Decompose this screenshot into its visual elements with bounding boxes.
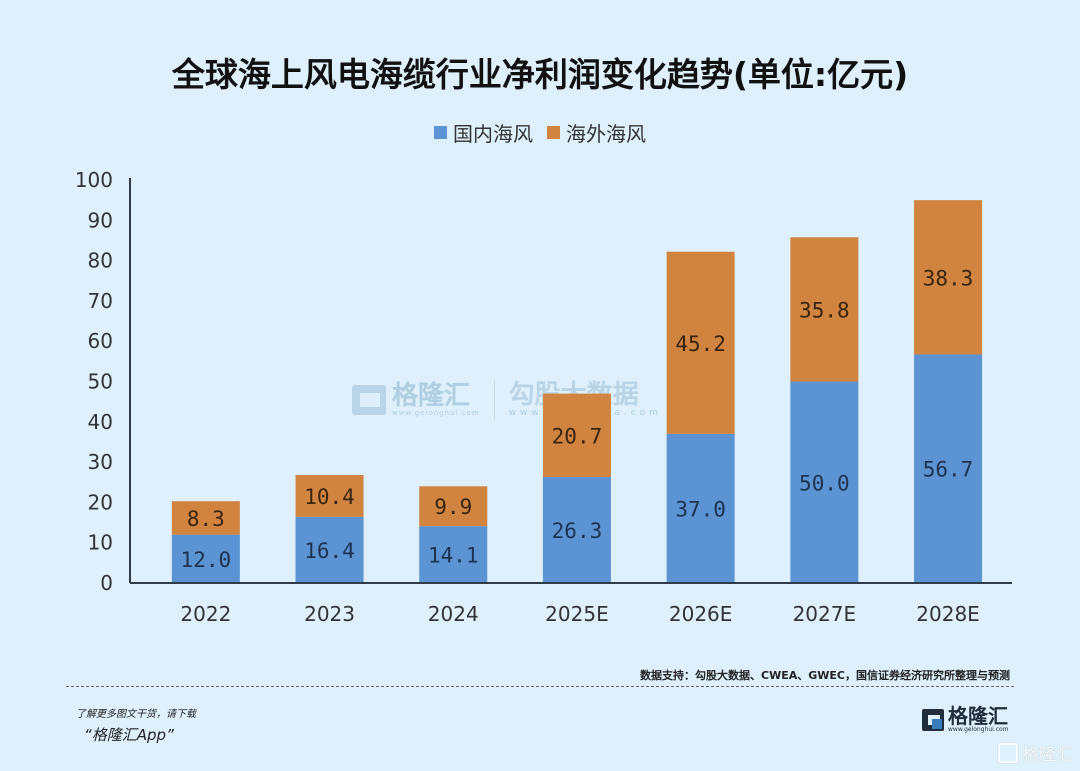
data-label-domestic: 37.0 <box>675 497 726 521</box>
y-tick-label: 10 <box>88 531 113 555</box>
bar-domestic <box>419 526 488 583</box>
bar-overseas <box>419 486 488 527</box>
y-tick-label: 60 <box>88 329 113 353</box>
bar-domestic <box>295 516 364 583</box>
brand-url: www.gelonghui.com <box>948 726 1009 733</box>
watermark-brand-url: www.gelonghui.com <box>392 409 480 417</box>
divider-line <box>66 686 1014 687</box>
legend-item-domestic: 国内海风 <box>434 118 533 147</box>
x-tick-label: 2023 <box>304 602 355 626</box>
legend-label-overseas: 海外海风 <box>566 122 646 146</box>
bar-overseas <box>171 501 240 535</box>
data-label-overseas: 8.3 <box>187 507 225 531</box>
promo-app-name: “格隆汇App” <box>84 726 174 744</box>
y-tick-label: 40 <box>88 410 113 434</box>
source-note: 数据支持：勾股大数据、CWEA、GWEC，国信证券经济研究所整理与预测 <box>640 669 1010 682</box>
data-label-overseas: 10.4 <box>304 485 355 509</box>
bar-overseas <box>542 393 611 478</box>
data-label-overseas: 38.3 <box>923 266 974 290</box>
y-tick-label: 50 <box>88 370 113 394</box>
bar-domestic <box>171 534 240 583</box>
bar-domestic <box>666 433 735 583</box>
promo-text: 了解更多图文干货，请下载 <box>76 709 196 720</box>
bar-domestic <box>542 477 611 583</box>
brand-logo: 格隆汇 www.gelonghui.com <box>922 706 1009 733</box>
data-label-overseas: 45.2 <box>675 332 726 356</box>
watermark-divider <box>493 380 495 420</box>
bar-domestic <box>914 354 983 583</box>
legend: 国内海风 海外海风 <box>0 118 1080 147</box>
legend-swatch-domestic <box>434 126 447 139</box>
corner-watermark: 格隆汇 <box>998 740 1073 765</box>
data-label-domestic: 16.4 <box>304 539 355 563</box>
data-label-domestic: 26.3 <box>552 519 603 543</box>
y-tick-label: 80 <box>88 249 113 273</box>
y-tick-label: 20 <box>88 490 113 514</box>
y-tick-label: 70 <box>88 289 113 313</box>
y-tick-label: 0 <box>100 571 113 595</box>
data-label-domestic: 12.0 <box>181 548 232 572</box>
x-tick-label: 2028E <box>916 602 980 626</box>
bar-overseas <box>295 474 364 517</box>
bar-domestic <box>790 381 859 583</box>
data-label-overseas: 9.9 <box>434 495 472 519</box>
y-tick-label: 30 <box>88 450 113 474</box>
data-label-overseas: 20.7 <box>552 424 603 448</box>
data-label-domestic: 50.0 <box>799 471 850 495</box>
y-tick-label: 90 <box>88 208 113 232</box>
x-tick-label: 2025E <box>545 602 609 626</box>
bar-overseas <box>666 251 735 434</box>
bar-overseas <box>914 200 983 355</box>
bar-overseas <box>790 237 859 382</box>
corner-brand: 格隆汇 <box>1022 745 1073 765</box>
y-tick-label: 100 <box>75 168 113 192</box>
legend-label-domestic: 国内海风 <box>453 122 533 146</box>
data-label-domestic: 14.1 <box>428 544 479 568</box>
watermark-brand: 格隆汇 <box>392 381 471 411</box>
x-tick-label: 2027E <box>793 602 857 626</box>
watermark: 格隆汇 www.gelonghui.com 勾股大数据 www.gugudata… <box>352 380 662 420</box>
x-tick-label: 2022 <box>180 602 231 626</box>
watermark-logo-icon <box>352 385 386 415</box>
data-label-overseas: 35.8 <box>799 298 850 322</box>
chart-title: 全球海上风电海缆行业净利润变化趋势(单位:亿元) <box>171 55 909 94</box>
brand-name: 格隆汇 <box>948 704 1008 728</box>
legend-swatch-overseas <box>547 126 560 139</box>
legend-item-overseas: 海外海风 <box>547 118 646 147</box>
corner-logo-icon <box>998 742 1018 763</box>
x-tick-label: 2024 <box>428 602 479 626</box>
x-tick-label: 2026E <box>669 602 733 626</box>
brand-logo-icon <box>922 708 944 731</box>
data-label-domestic: 56.7 <box>923 458 974 482</box>
